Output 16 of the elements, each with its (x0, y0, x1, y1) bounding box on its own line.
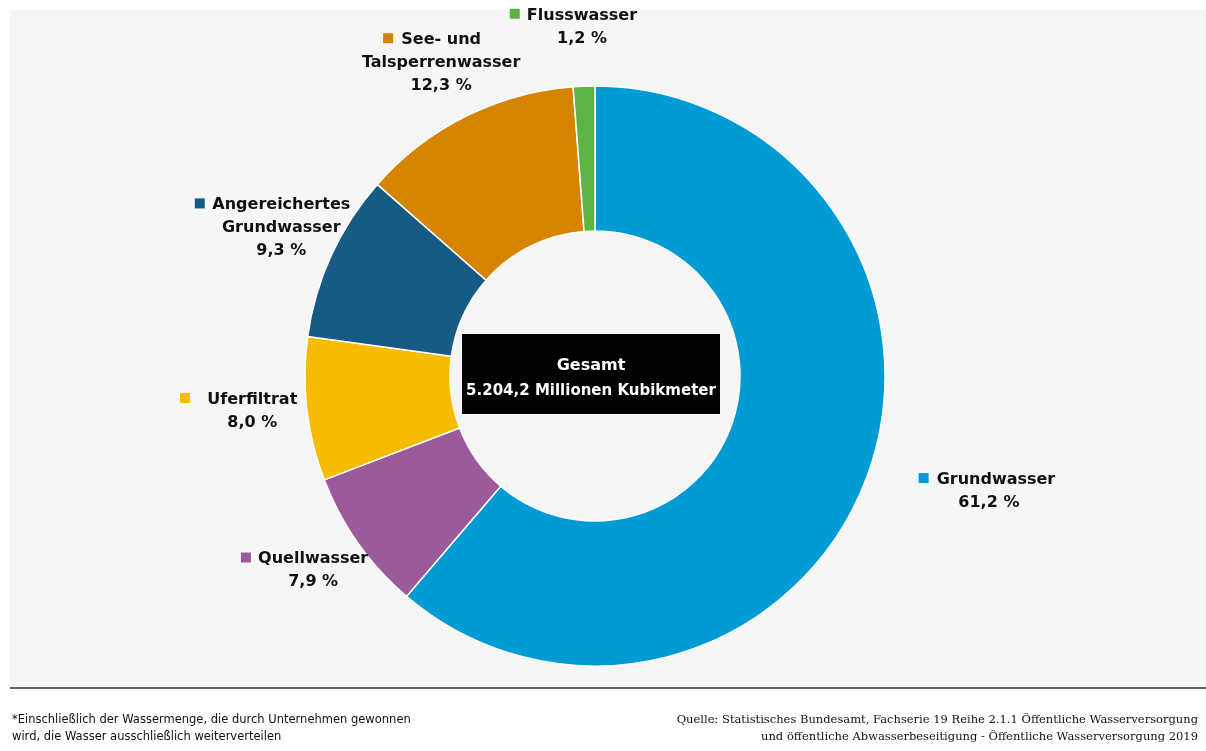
text: *Einschließlich der Wassermenge, die durch Unternehmen gewonnen wird, die Wasser ausschließlich weiterverteilen (12, 712, 411, 743)
source-note: Quelle: Statistisches Bundesamt, Fachserie 19 Reihe 2.1.1 Öffentliche Wasserversorgung und öffentliche Abwasserbeseitigung - Öffentliche Wasserversorgung 2019 (676, 712, 1199, 743)
legend-label: See- und Talsperrenwasser (361, 29, 521, 72)
legend-label: Angereichertes Grundwasser (212, 194, 351, 237)
data-label: 12,3 % (410, 75, 472, 95)
legend-label: Flusswasser (526, 4, 638, 24)
legend-label: Quellwasser (258, 548, 369, 568)
text: 5.204,2 Millionen Kubikmeter (466, 381, 717, 399)
data-label: 8,0 % (227, 412, 278, 432)
data-label: 61,2 % (958, 492, 1020, 512)
data-label: 9,3 % (256, 240, 307, 260)
legend-label: Uferfiltrat (207, 389, 298, 409)
data-label: 7,9 % (288, 571, 339, 591)
data-label: 1,2 % (557, 27, 607, 47)
legend-label: Grundwasser (936, 469, 1056, 489)
text: Gesamt (556, 355, 626, 374)
